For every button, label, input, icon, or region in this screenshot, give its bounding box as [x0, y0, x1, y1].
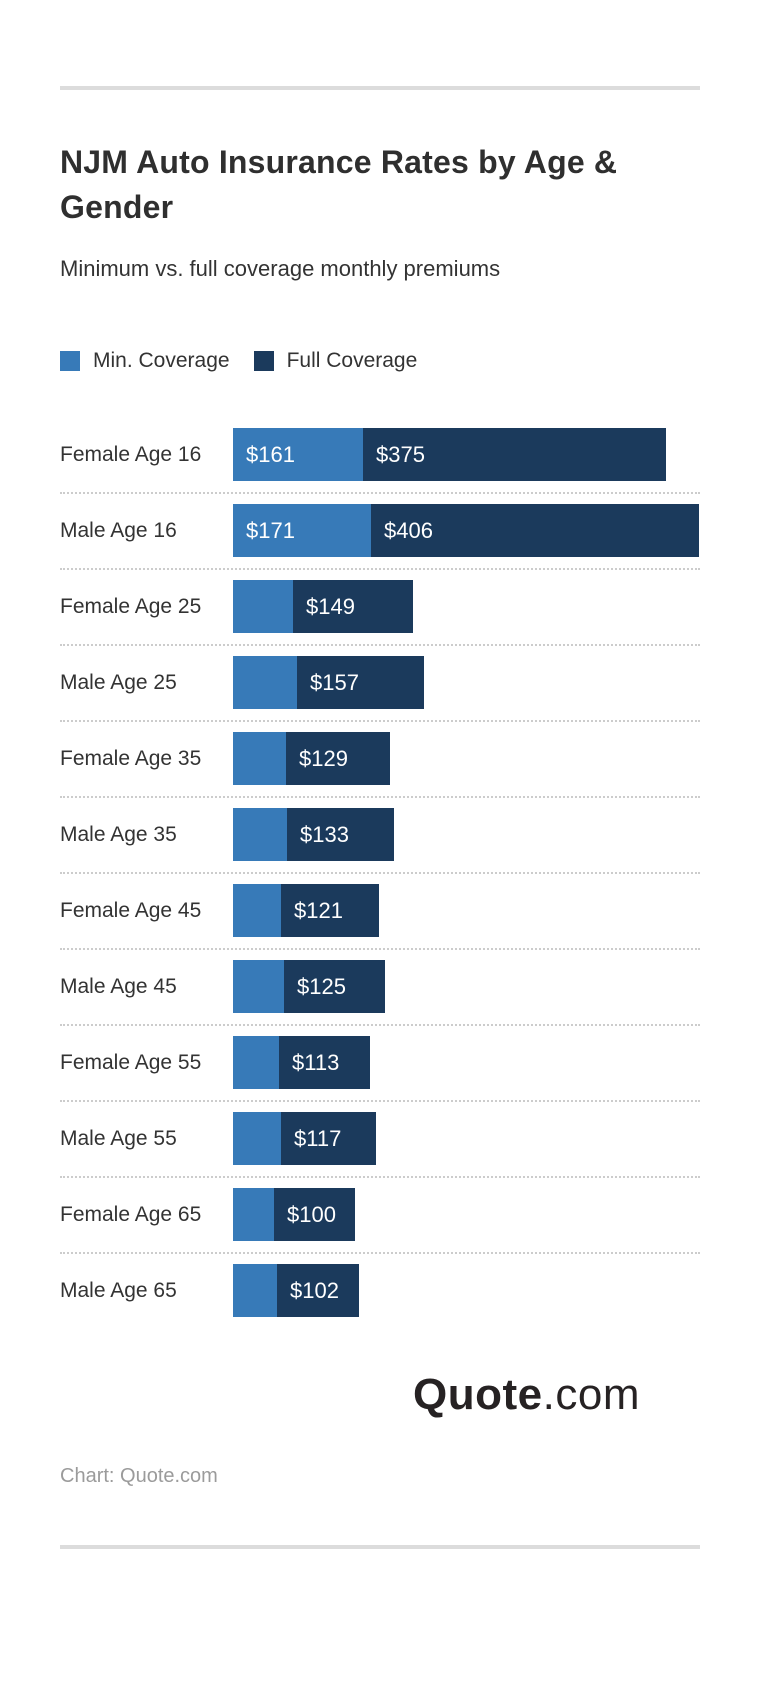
full-value-label: $406 — [384, 517, 433, 543]
full-value-label: $133 — [300, 821, 349, 847]
category-label: Female Age 65 — [60, 1202, 202, 1226]
bar-group: $125 — [233, 960, 385, 1013]
legend-item-full-coverage: Full Coverage — [253, 349, 418, 372]
chart-subtitle: Minimum vs. full coverage monthly premiu… — [60, 256, 501, 281]
category-label: Male Age 65 — [60, 1278, 177, 1302]
min-coverage-bar — [233, 808, 287, 861]
category-label: Male Age 45 — [60, 974, 177, 998]
full-coverage-swatch — [253, 351, 274, 371]
full-coverage-bar: $149 — [293, 580, 413, 633]
min-coverage-bar — [233, 656, 297, 709]
min-coverage-bar — [233, 580, 293, 633]
category-label: Male Age 35 — [60, 822, 177, 846]
bar-group: $129 — [233, 732, 390, 785]
chart-row: Male Age 16 $171 $406 — [60, 504, 700, 570]
min-coverage-bar — [233, 1188, 274, 1241]
chart-row: Male Age 25 $157 — [60, 656, 700, 722]
full-coverage-bar: $125 — [284, 960, 385, 1013]
full-coverage-bar: $133 — [287, 808, 394, 861]
chart-row: Female Age 55 $113 — [60, 1036, 700, 1102]
min-coverage-bar — [233, 1264, 277, 1317]
bar-group: $161 $375 — [233, 428, 666, 481]
full-value-label: $117 — [294, 1125, 342, 1151]
category-label: Male Age 16 — [60, 518, 177, 542]
chart-row: Male Age 55 $117 — [60, 1112, 700, 1178]
category-label: Male Age 55 — [60, 1126, 177, 1150]
full-value-label: $102 — [290, 1277, 339, 1303]
chart-row: Female Age 35 $129 — [60, 732, 700, 798]
chart-row: Female Age 45 $121 — [60, 884, 700, 950]
bar-group: $102 — [233, 1264, 359, 1317]
category-label: Female Age 45 — [60, 898, 202, 922]
full-value-label: $157 — [310, 669, 359, 695]
min-coverage-bar — [233, 884, 281, 937]
bar-group: $157 — [233, 656, 424, 709]
chart-source-caption: Chart: Quote.com — [60, 1465, 218, 1487]
chart-title: NJM Auto Insurance Rates by Age & Gender — [60, 144, 618, 225]
full-coverage-bar: $406 — [371, 504, 699, 557]
category-label: Female Age 16 — [60, 442, 202, 466]
category-label: Male Age 25 — [60, 670, 177, 694]
category-label: Female Age 25 — [60, 594, 202, 618]
chart-row: Female Age 16 $161 $375 — [60, 428, 700, 494]
full-value-label: $113 — [292, 1049, 340, 1075]
quote-com-logo: Quote.com — [60, 1371, 700, 1429]
min-coverage-bar — [233, 1112, 281, 1165]
bar-group: $100 — [233, 1188, 355, 1241]
bar-group: $149 — [233, 580, 413, 633]
full-coverage-bar: $117 — [281, 1112, 376, 1165]
chart-row: Male Age 65 $102 — [60, 1264, 700, 1317]
min-coverage-bar — [233, 732, 286, 785]
full-value-label: $125 — [297, 973, 346, 999]
legend: Min. Coverage Full Coverage — [60, 350, 700, 372]
full-coverage-bar: $121 — [281, 884, 379, 937]
chart-row: Female Age 65 $100 — [60, 1188, 700, 1254]
min-coverage-bar — [233, 1036, 279, 1089]
chart-row: Male Age 35 $133 — [60, 808, 700, 874]
min-coverage-bar — [233, 960, 284, 1013]
bar-group: $133 — [233, 808, 394, 861]
min-coverage-bar: $161 — [233, 428, 363, 481]
chart-rows: Female Age 16 $161 $375 Male Age 16 $171… — [60, 428, 700, 1317]
min-coverage-bar: $171 — [233, 504, 371, 557]
full-value-label: $100 — [287, 1201, 336, 1227]
top-divider — [60, 86, 700, 90]
min-value-label: $171 — [246, 517, 295, 543]
bottom-divider — [60, 1545, 700, 1549]
full-coverage-bar: $113 — [279, 1036, 370, 1089]
full-coverage-bar: $102 — [277, 1264, 359, 1317]
legend-item-min-coverage: Min. Coverage — [60, 350, 230, 372]
full-coverage-bar: $157 — [297, 656, 424, 709]
legend-label: Full Coverage — [286, 349, 418, 372]
min-value-label: $161 — [246, 441, 295, 467]
category-label: Female Age 55 — [60, 1050, 202, 1074]
bar-group: $117 — [233, 1112, 376, 1165]
bar-group: $113 — [233, 1036, 370, 1089]
chart-row: Female Age 25 $149 — [60, 580, 700, 646]
category-label: Female Age 35 — [60, 746, 202, 770]
full-coverage-bar: $100 — [274, 1188, 355, 1241]
full-value-label: $129 — [299, 745, 348, 771]
full-value-label: $121 — [294, 897, 343, 923]
logo-bold-text: Quote — [413, 1370, 543, 1419]
chart-page: NJM Auto Insurance Rates by Age & Gender… — [0, 86, 760, 1704]
bar-group: $171 $406 — [233, 504, 699, 557]
full-value-label: $375 — [376, 441, 425, 467]
full-coverage-bar: $375 — [363, 428, 666, 481]
bar-group: $121 — [233, 884, 379, 937]
min-coverage-swatch — [60, 351, 80, 371]
legend-label: Min. Coverage — [93, 349, 230, 372]
full-value-label: $149 — [306, 593, 355, 619]
chart-row: Male Age 45 $125 — [60, 960, 700, 1026]
full-coverage-bar: $129 — [286, 732, 390, 785]
logo-rest-text: .com — [542, 1370, 640, 1419]
